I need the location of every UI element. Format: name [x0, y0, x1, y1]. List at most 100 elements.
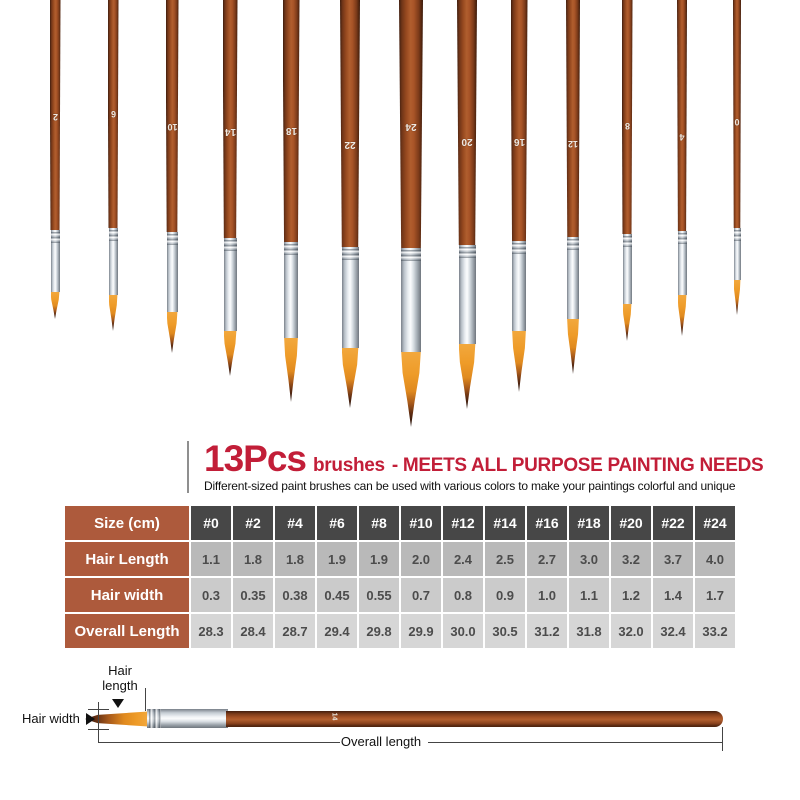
size-column-header: #2 [233, 506, 273, 540]
brush-bristles [401, 352, 421, 427]
value-cell: 1.2 [611, 578, 651, 612]
value-cell: 33.2 [695, 614, 735, 648]
value-cell: 0.55 [359, 578, 399, 612]
brush-size-number: 22 [344, 139, 356, 150]
table-row-label: Size (cm) [65, 506, 189, 540]
value-cell: 0.8 [443, 578, 483, 612]
brush-size-number: 18 [285, 125, 297, 136]
value-cell: 1.1 [191, 542, 231, 576]
brush-handle [510, 0, 528, 241]
diagram-ferrule [147, 709, 228, 728]
brush-size-number: 8 [624, 121, 630, 131]
overall-length-line-right [428, 742, 722, 743]
brush-handle [399, 0, 423, 248]
value-cell: 3.7 [653, 542, 693, 576]
brush-size-number: 24 [405, 121, 417, 132]
hair-width-bracket-top [88, 709, 109, 710]
brush-handle [566, 0, 580, 237]
subtitle: Different-sized paint brushes can be use… [204, 479, 736, 493]
brush-handle [677, 0, 687, 231]
value-cell: 30.5 [485, 614, 525, 648]
brush-ferrule [108, 228, 118, 295]
brush-size-16: 16 [510, 0, 528, 435]
brush-ferrule [567, 237, 579, 319]
brush-bristles [341, 348, 359, 408]
value-cell: 0.35 [233, 578, 273, 612]
value-cell: 28.4 [233, 614, 273, 648]
brush-ferrule [458, 245, 476, 344]
brush-size-12: 12 [566, 0, 580, 435]
value-cell: 31.8 [569, 614, 609, 648]
value-cell: 32.0 [611, 614, 651, 648]
arrow-right-icon [86, 713, 95, 725]
brush-bristles [733, 280, 741, 315]
brush-bristles [166, 312, 178, 353]
value-cell: 31.2 [527, 614, 567, 648]
size-column-header: #0 [191, 506, 231, 540]
value-cell: 1.9 [359, 542, 399, 576]
brush-ferrule [284, 242, 298, 338]
size-column-header: #4 [275, 506, 315, 540]
brush-ferrule [223, 238, 237, 331]
value-cell: 0.38 [275, 578, 315, 612]
brush-size-4: 4 [677, 0, 687, 435]
table-row-label: Hair width [65, 578, 189, 612]
brush-ferrule [733, 228, 741, 280]
overall-length-tick-right [722, 727, 723, 751]
brush-size-2: 2 [49, 0, 61, 435]
brush-handle [222, 0, 238, 238]
size-column-header: #16 [527, 506, 567, 540]
diagram-bristles [85, 711, 148, 727]
brush-size-number: 14 [224, 126, 236, 137]
brush-ferrule [166, 232, 178, 312]
brush-size-number: 2 [52, 112, 58, 122]
table-row-label: Hair Length [65, 542, 189, 576]
brush-handle [282, 0, 300, 242]
brush-handle [165, 0, 179, 232]
brush-bristles [458, 344, 476, 409]
size-column-header: #10 [401, 506, 441, 540]
brush-size-number: 12 [568, 139, 579, 149]
size-column-header: #18 [569, 506, 609, 540]
brush-size-number: 0 [734, 117, 740, 127]
hair-width-bracket-bottom [88, 729, 109, 730]
overall-length-line-left [98, 742, 340, 743]
brush-size-6: 6 [107, 0, 119, 435]
value-cell: 3.2 [611, 542, 651, 576]
value-cell: 1.1 [569, 578, 609, 612]
diagram-handle-number: 14 [330, 712, 338, 721]
size-column-header: #22 [653, 506, 693, 540]
brush-bristles [567, 319, 579, 374]
brush-size-22: 22 [340, 0, 360, 435]
value-cell: 4.0 [695, 542, 735, 576]
value-cell: 32.4 [653, 614, 693, 648]
brush-bristles [512, 331, 526, 392]
brush-bristles [622, 304, 632, 341]
hair-length-tick-right [145, 688, 146, 711]
brush-handle [621, 0, 633, 234]
value-cell: 29.9 [401, 614, 441, 648]
brush-size-8: 8 [621, 0, 633, 435]
brush-bristles [108, 295, 118, 331]
value-cell: 29.4 [317, 614, 357, 648]
value-cell: 1.4 [653, 578, 693, 612]
value-cell: 1.8 [275, 542, 315, 576]
value-cell: 0.9 [485, 578, 525, 612]
brush-size-0: 0 [733, 0, 741, 435]
value-cell: 1.0 [527, 578, 567, 612]
hair-width-label: Hair width [22, 711, 80, 726]
overall-length-label: Overall length [340, 734, 422, 749]
value-cell: 28.7 [275, 614, 315, 648]
brush-size-20: 20 [457, 0, 477, 435]
value-cell: 0.7 [401, 578, 441, 612]
size-column-header: #8 [359, 506, 399, 540]
brush-size-number: 20 [461, 136, 473, 147]
size-column-header: #24 [695, 506, 735, 540]
brush-size-18: 18 [282, 0, 300, 435]
brush-handle [457, 0, 477, 245]
brush-ferrule [512, 241, 526, 331]
title-tagline: - MEETS ALL PURPOSE PAINTING NEEDS [391, 455, 764, 476]
heading-divider [187, 441, 189, 493]
dimension-diagram: 14 Hair length Hair width Overall length [0, 650, 800, 800]
brush-handle [107, 0, 119, 228]
